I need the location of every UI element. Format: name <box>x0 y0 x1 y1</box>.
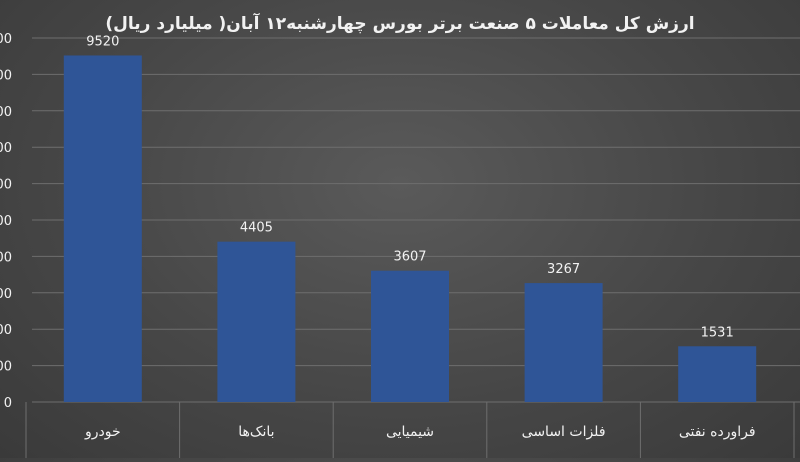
y-tick-label: 2000 <box>0 323 12 338</box>
bar <box>678 346 757 402</box>
y-tick-label: 9000 <box>0 68 12 83</box>
x-tick-label: بانک‌ها <box>238 424 274 440</box>
x-tick-label: فلزات اساسی <box>522 424 606 440</box>
chart-title: ارزش کل معاملات ۵ صنعت برتر بورس چهارشنب… <box>105 14 695 34</box>
x-tick-label: شیمیایی <box>386 424 434 440</box>
bar <box>524 283 603 402</box>
bar <box>217 241 296 402</box>
y-tick-label: 1000 <box>0 360 12 375</box>
y-tick-label: 3000 <box>0 287 12 302</box>
y-tick-label: 7000 <box>0 141 12 156</box>
data-label: 3267 <box>547 262 580 277</box>
y-tick-label: 5000 <box>0 214 12 229</box>
data-label: 3607 <box>393 250 426 265</box>
bar <box>371 270 449 402</box>
bar <box>63 55 142 403</box>
x-tick-label: خودرو <box>84 424 121 440</box>
data-label: 1531 <box>701 325 734 340</box>
x-tick-label: فراورده نفتی <box>679 424 756 440</box>
y-tick-label: 8000 <box>0 105 12 120</box>
y-tick-label: 0 <box>4 396 12 411</box>
data-label: 4405 <box>240 221 273 236</box>
y-tick-label: 10000 <box>0 32 12 47</box>
y-tick-label: 4000 <box>0 250 12 265</box>
y-tick-label: 6000 <box>0 178 12 193</box>
data-label: 9520 <box>86 34 119 49</box>
